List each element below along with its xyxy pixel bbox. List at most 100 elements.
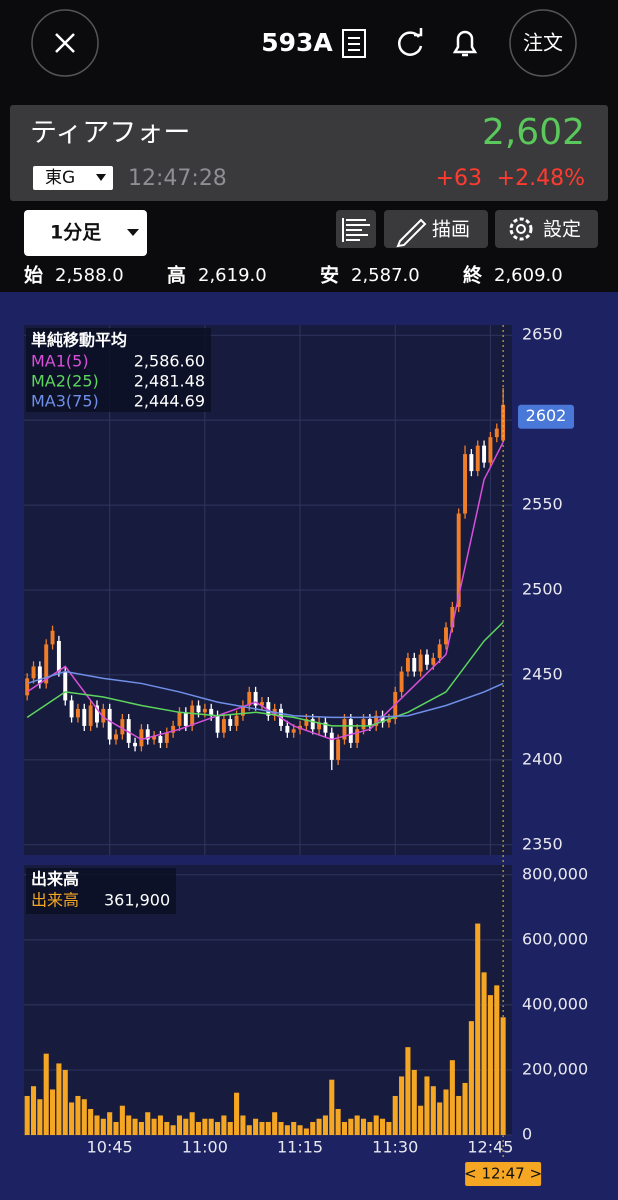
volume-bar [481, 972, 487, 1135]
candle-body [393, 691, 398, 720]
volume-bar [259, 1121, 265, 1135]
candle-body [424, 654, 429, 665]
candle-body [323, 722, 328, 733]
volume-bar [392, 1095, 398, 1135]
candle-body [69, 700, 74, 718]
candle-body [482, 445, 487, 463]
volume-bar [405, 1047, 411, 1135]
candle-body [456, 513, 461, 607]
candle-body [475, 445, 480, 472]
ohlc-label: 始 [24, 264, 43, 287]
candle-body [342, 719, 347, 740]
volume-bar [443, 1089, 449, 1135]
candle-body [405, 657, 410, 672]
price-tag-box [518, 404, 574, 429]
ma-line [26, 621, 504, 727]
candle-body [361, 719, 366, 730]
close-button[interactable] [31, 9, 99, 77]
volume-bar [272, 1112, 278, 1135]
volume-bar [113, 1121, 119, 1135]
volume-bar [227, 1121, 233, 1135]
volume-bar [183, 1118, 189, 1135]
x-tick-label: 12:45 [467, 1138, 513, 1157]
candle-body [82, 708, 87, 726]
volume-bar [195, 1121, 202, 1135]
volume-bar [132, 1118, 138, 1135]
interval-caret [127, 229, 139, 236]
candle-body [44, 644, 49, 684]
candle-body [152, 736, 157, 740]
order-button[interactable] [509, 9, 577, 77]
volume-bar [126, 1115, 132, 1135]
volume-bar [56, 1063, 62, 1135]
cursor-label: < 12:47 > [464, 1165, 542, 1183]
interval-button[interactable] [24, 210, 147, 256]
volume-bar [303, 1128, 309, 1135]
candle-body [469, 454, 474, 472]
candle-body [37, 666, 42, 684]
ohlc-value: 2,587.0 [351, 265, 420, 286]
volume-bar [278, 1121, 284, 1135]
legend-name: 出来高 [31, 891, 79, 910]
bell-icon[interactable] [452, 30, 478, 57]
candle-body [285, 725, 290, 733]
volume-bar [456, 1095, 462, 1135]
volume-bar [354, 1115, 360, 1135]
pencil-icon [396, 218, 427, 248]
candle-body [221, 719, 226, 733]
candle-body [380, 715, 385, 723]
ohlc-value: 2,609.0 [494, 265, 563, 286]
ohlc-label: 安 [320, 264, 339, 287]
candle-body [444, 627, 448, 645]
candle-body [329, 732, 334, 760]
candle-body [266, 702, 271, 716]
candle-body [374, 715, 379, 726]
volume-bar [176, 1115, 183, 1135]
candle-body [63, 671, 68, 701]
volume-bar [119, 1105, 125, 1135]
candle-body [202, 708, 207, 713]
candle-body [463, 454, 468, 514]
cursor-label-box [465, 1162, 542, 1186]
draw-label: 描画 [432, 219, 470, 241]
legend-title: 出来高 [31, 870, 79, 889]
interval: 1分足 [50, 222, 102, 244]
volume-bar [151, 1118, 157, 1135]
legend-title: 単純移動平均 [31, 331, 127, 350]
volume-bar [310, 1121, 316, 1135]
candle-body [310, 719, 315, 730]
change-pct: +2.48% [497, 166, 585, 191]
stock-name: ティアフォー [30, 118, 190, 149]
candle-body [431, 657, 436, 665]
volume-bar [348, 1118, 354, 1135]
volume-bar [449, 1060, 455, 1135]
y-tick-label: 2650 [522, 325, 563, 344]
legend-box [26, 328, 211, 412]
legend-value: 2,586.60 [134, 352, 205, 371]
ma-line [26, 441, 504, 741]
candle-body [355, 729, 360, 743]
volume-bar [43, 1053, 49, 1135]
candle-body [25, 678, 30, 696]
volume-bar [157, 1115, 163, 1135]
volume-bar [100, 1118, 106, 1135]
volume-bar [170, 1125, 176, 1135]
volume-bar [297, 1125, 303, 1135]
volume-bar [291, 1121, 297, 1135]
candle-body [171, 725, 176, 733]
y-tick-label: 2550 [522, 495, 563, 514]
candle-body [367, 719, 372, 726]
candle-body [56, 640, 61, 672]
market-badge[interactable] [33, 166, 113, 190]
doc-icon[interactable] [342, 29, 366, 58]
volume-bar [88, 1108, 94, 1135]
candle-body [164, 732, 169, 743]
refresh-icon[interactable] [398, 31, 423, 56]
volume-bar [30, 1086, 37, 1135]
candle-body [291, 729, 296, 733]
y-tick-label: 2400 [522, 749, 563, 768]
gear-icon [509, 217, 533, 241]
symbol: 593A [261, 28, 333, 57]
volume-bar [430, 1086, 436, 1135]
y-tick-label: 2350 [522, 834, 563, 853]
